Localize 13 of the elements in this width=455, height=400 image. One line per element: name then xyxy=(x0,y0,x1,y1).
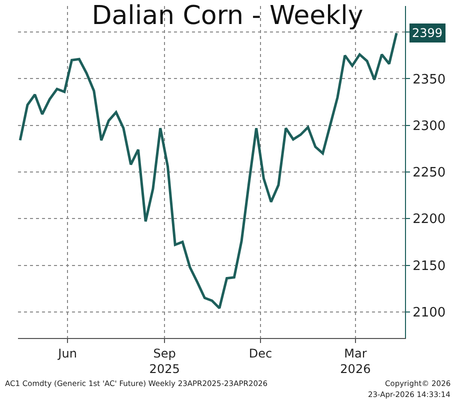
y-tick-label: 2300 xyxy=(412,118,446,134)
y-tick-label: 2350 xyxy=(412,72,446,88)
text: 2399 xyxy=(412,26,443,40)
x-tick-label: Dec xyxy=(248,346,272,360)
line-series xyxy=(18,32,398,310)
y-tick-label: 2200 xyxy=(412,212,446,228)
x-tick-label: Jun xyxy=(57,346,77,360)
y-tick-label: 2250 xyxy=(412,166,446,181)
x-tick-label: Mar 2026 xyxy=(340,346,371,376)
y-tick-label: 2150 xyxy=(412,258,446,274)
x-tick-label: Sep 2025 xyxy=(149,346,180,376)
y-tick-label: 2100 xyxy=(412,305,446,320)
chart-title: Dalian Corn - Weekly xyxy=(92,1,364,32)
